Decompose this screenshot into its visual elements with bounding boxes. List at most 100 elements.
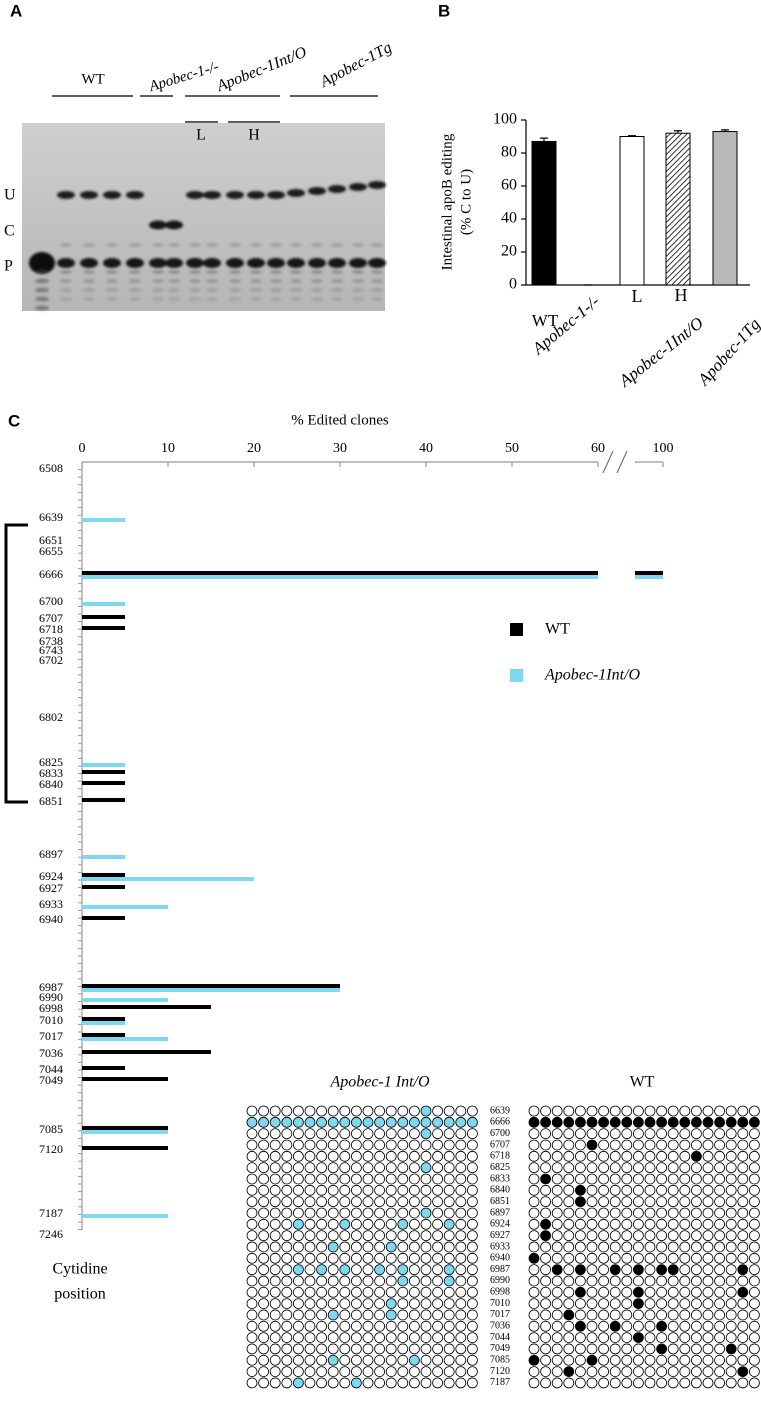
clone xyxy=(575,1173,586,1185)
clone xyxy=(598,1162,609,1174)
clone xyxy=(644,1252,656,1264)
clone xyxy=(443,1377,455,1389)
clone xyxy=(586,1298,598,1310)
clone xyxy=(586,1128,598,1140)
edited-clone xyxy=(339,1264,351,1276)
clone xyxy=(385,1343,397,1355)
clone xyxy=(644,1218,656,1230)
clone xyxy=(339,1184,351,1196)
clone xyxy=(737,1354,749,1366)
clone xyxy=(281,1309,293,1321)
edited-clone xyxy=(575,1184,586,1196)
gel-band xyxy=(250,297,262,301)
clone xyxy=(551,1162,563,1174)
clone xyxy=(749,1286,760,1298)
clone xyxy=(667,1173,679,1185)
clone xyxy=(443,1162,455,1174)
clone xyxy=(327,1264,339,1276)
clone xyxy=(432,1320,444,1332)
clone xyxy=(737,1377,749,1389)
clone xyxy=(258,1377,270,1389)
gel-band xyxy=(311,243,323,247)
clone xyxy=(281,1286,293,1298)
clone xyxy=(397,1128,409,1140)
clone xyxy=(304,1332,316,1343)
clone xyxy=(258,1343,270,1355)
clone xyxy=(362,1309,374,1321)
clone xyxy=(246,1230,258,1242)
gel-band xyxy=(352,270,364,274)
clone xyxy=(609,1343,621,1355)
matrix-title: Apobec-1 Int/O xyxy=(329,1074,430,1091)
clone xyxy=(258,1139,270,1151)
clone xyxy=(749,1162,760,1174)
y-tick-label: 7187 xyxy=(39,1206,63,1220)
clone xyxy=(466,1354,478,1366)
clone xyxy=(702,1230,714,1242)
clone xyxy=(667,1128,679,1140)
edited-clone xyxy=(633,1286,644,1298)
gel-band xyxy=(168,243,180,247)
y-tick-label: 6707 xyxy=(39,611,63,625)
clone xyxy=(702,1139,714,1151)
clone xyxy=(528,1286,540,1298)
clone xyxy=(644,1184,656,1196)
y-tick-label: 7085 xyxy=(39,1122,63,1136)
clone xyxy=(246,1173,258,1185)
clone xyxy=(466,1320,478,1332)
clone xyxy=(292,1196,304,1208)
clone xyxy=(633,1354,644,1366)
clone xyxy=(246,1218,258,1230)
clone xyxy=(443,1252,455,1264)
clone xyxy=(420,1354,432,1366)
clone xyxy=(598,1139,609,1151)
clone xyxy=(691,1320,702,1332)
clone xyxy=(466,1241,478,1253)
gel-band xyxy=(229,270,241,274)
clone xyxy=(621,1252,633,1264)
clone xyxy=(408,1150,420,1162)
clone xyxy=(749,1218,760,1230)
bar xyxy=(82,873,125,877)
x-group-label: Apobec-1Int/O xyxy=(615,313,707,391)
clone xyxy=(408,1196,420,1208)
clone xyxy=(679,1286,691,1298)
clone xyxy=(528,1309,540,1321)
gel-band xyxy=(290,279,302,283)
clone xyxy=(714,1366,725,1377)
clone xyxy=(621,1128,633,1140)
clone xyxy=(644,1150,656,1162)
clone xyxy=(443,1150,455,1162)
clone xyxy=(339,1377,351,1389)
clone xyxy=(443,1343,455,1355)
bar xyxy=(82,626,125,630)
clone xyxy=(408,1343,420,1355)
edited-clone xyxy=(575,1320,586,1332)
clone xyxy=(362,1366,374,1377)
clone xyxy=(246,1105,258,1117)
clone xyxy=(362,1128,374,1140)
edited-clone xyxy=(385,1298,397,1310)
clone xyxy=(725,1128,737,1140)
clone xyxy=(575,1230,586,1242)
clone xyxy=(455,1309,467,1321)
edited-clone xyxy=(609,1116,621,1128)
clone xyxy=(455,1230,467,1242)
clone xyxy=(702,1162,714,1174)
clone xyxy=(737,1275,749,1287)
y-tick-label: 6990 xyxy=(39,990,63,1004)
clone xyxy=(385,1173,397,1185)
gel-band xyxy=(29,252,55,274)
clone xyxy=(609,1139,621,1151)
clone xyxy=(714,1230,725,1242)
clone xyxy=(691,1354,702,1366)
clone xyxy=(455,1377,467,1389)
clone xyxy=(374,1241,386,1253)
clone xyxy=(540,1252,551,1264)
clone xyxy=(551,1173,563,1185)
clone xyxy=(455,1196,467,1208)
y-tick-label: 6702 xyxy=(39,653,63,667)
edited-clone xyxy=(528,1252,540,1264)
edited-clone xyxy=(281,1116,293,1128)
clone xyxy=(586,1320,598,1332)
